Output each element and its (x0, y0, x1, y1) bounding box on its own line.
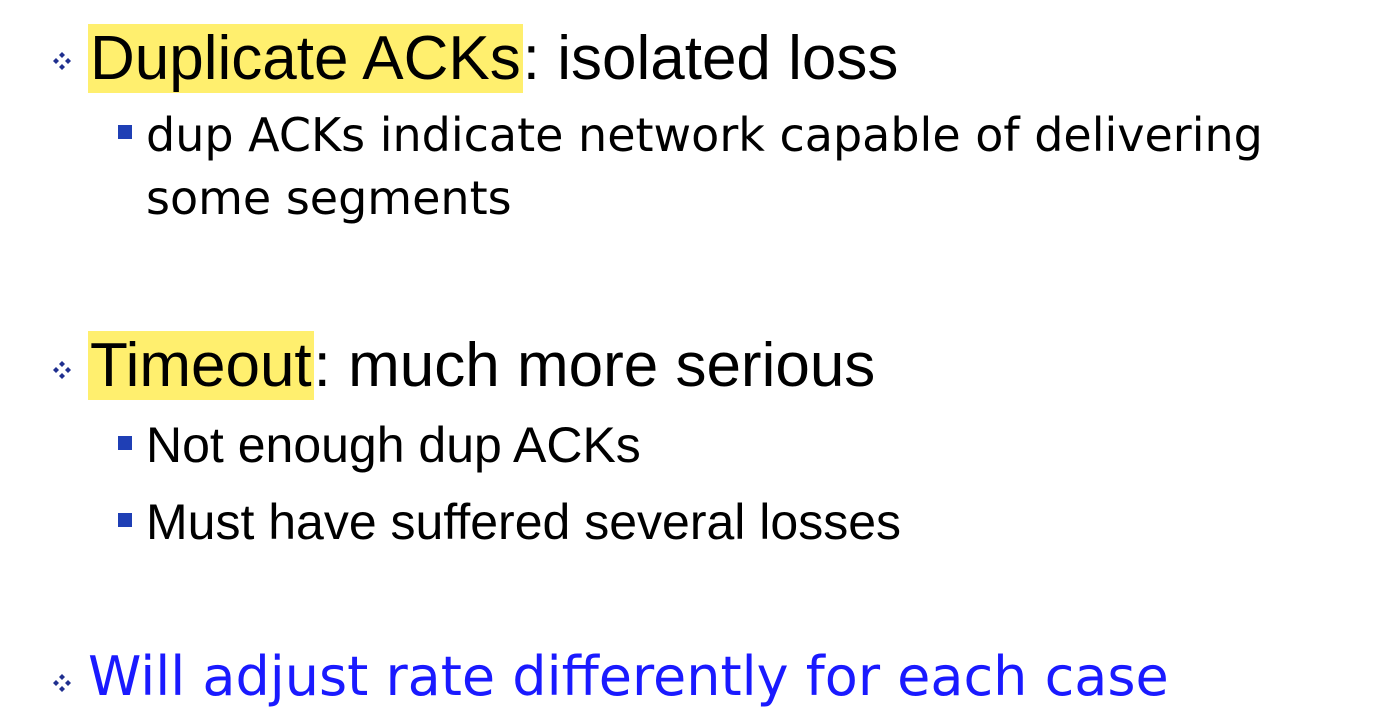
bullet-adjust-rate: Will adjust rate differently for each ca… (88, 645, 1169, 708)
sub-bullet-dup-acks-line2: some segments (146, 171, 512, 225)
square-bullet-icon (118, 125, 132, 139)
square-bullet-icon (118, 436, 132, 450)
bullet-rest-text: : much more serious (313, 331, 876, 400)
sub-bullet-dup-acks-line1: dup ACKs indicate network capable of del… (146, 108, 1263, 162)
sub-bullet-not-enough: Not enough dup ACKs (146, 417, 641, 473)
bullet-duplicate-acks: Duplicate ACKs: isolated loss (88, 24, 898, 93)
highlight-duplicate-acks: Duplicate ACKs (88, 24, 523, 93)
diamond-bullet-icon (53, 674, 71, 692)
sub-bullet-several-losses: Must have suffered several losses (146, 494, 902, 550)
bullet-rest-text: : isolated loss (522, 24, 899, 93)
bullet-timeout: Timeout: much more serious (88, 331, 875, 400)
highlight-timeout: Timeout (88, 331, 314, 400)
diamond-bullet-icon (53, 52, 71, 70)
diamond-bullet-icon (53, 361, 71, 379)
square-bullet-icon (118, 513, 132, 527)
